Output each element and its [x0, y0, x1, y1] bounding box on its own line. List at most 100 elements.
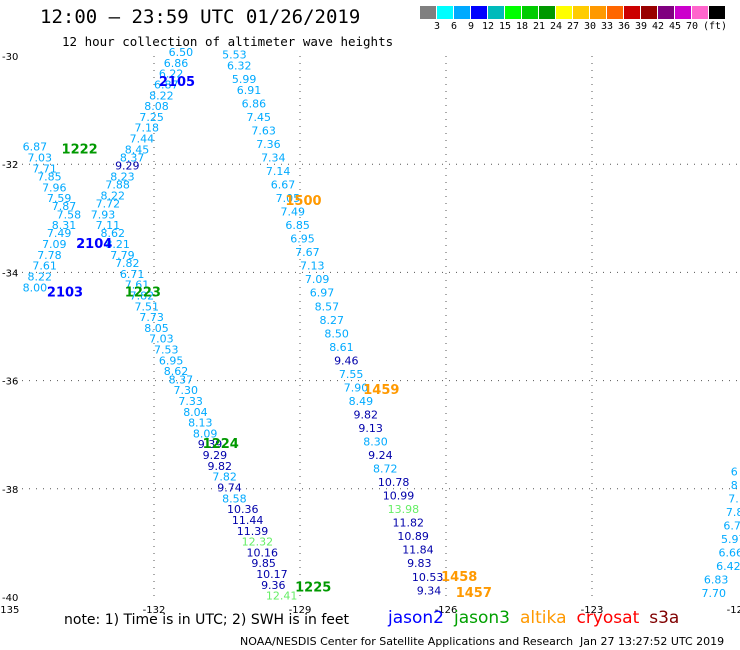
colorbar-label: 9: [467, 21, 475, 32]
wave-height-label: 7.73: [139, 311, 164, 324]
wave-height-label: 8.31: [52, 219, 77, 232]
chart-title: 12:00 – 23:59 UTC 01/26/2019: [40, 6, 361, 28]
colorbar-swatch: [420, 6, 437, 19]
pass-time-label: 1458: [441, 570, 477, 585]
wave-height-label: 10.16: [246, 546, 278, 559]
wave-height-label: 7.13: [300, 260, 325, 273]
x-tick-label: -120: [727, 605, 740, 616]
wave-height-label: 8.62: [100, 227, 125, 240]
colorbar-label: 39: [634, 21, 648, 32]
wave-height-label: 7.79: [110, 249, 135, 262]
wave-height-label: 7.82: [212, 471, 237, 484]
wave-height-label: 7.11: [96, 219, 121, 232]
wave-height-label: 9.85: [251, 557, 275, 570]
wave-height-label: 6.86: [164, 57, 189, 70]
colorbar-label: 24: [549, 21, 563, 32]
wave-height-label: 6.87: [154, 78, 179, 91]
wave-height-label: 8.50: [324, 327, 349, 340]
y-tick-label: -38: [2, 485, 18, 496]
wave-height-label: 5.97: [721, 533, 740, 546]
pass-time-label: 1500: [285, 194, 321, 209]
pass-time-label: 1225: [295, 581, 331, 596]
wave-height-label: 6.66: [719, 546, 740, 559]
wave-height-label: 9.83: [407, 557, 432, 570]
colorbar-label: 27: [566, 21, 580, 32]
wave-height-label: 6.32: [227, 60, 252, 73]
wave-height-label: 10.89: [397, 530, 429, 543]
colorbar-swatch: [590, 6, 607, 19]
wave-height-label: 7.58: [57, 208, 82, 221]
y-tick-label: -34: [2, 268, 18, 279]
wave-height-label: 10.78: [378, 476, 410, 489]
wave-height-label: 8.05: [144, 322, 169, 335]
wave-height-label: 7.90: [344, 381, 369, 394]
wave-height-label: 7.8: [726, 506, 740, 519]
wave-height-label: 7.03: [27, 151, 52, 164]
colorbar-swatch: [624, 6, 641, 19]
colorbar-label: 18: [515, 21, 529, 32]
wave-height-label: 7.03: [149, 333, 174, 346]
colorbar-swatch: [573, 6, 590, 19]
wave-height-label: 6: [731, 465, 738, 478]
colorbar-label: 45: [668, 21, 682, 32]
colorbar-swatch: [675, 6, 692, 19]
wave-height-label: 11.84: [402, 544, 434, 557]
colorbar-swatch: [437, 6, 454, 19]
wave-height-label: 7.49: [47, 227, 72, 240]
colorbar-labels: 3 6 9 12 15 18 21 24 27 30 33 36 39 42 45 70 (ft): [420, 21, 740, 35]
wave-height-label: 5.53: [222, 49, 247, 62]
wave-height-label: 12.41: [266, 590, 298, 603]
wave-height-label: 8.04: [183, 406, 208, 419]
wave-height-label: 8.62: [164, 365, 189, 378]
colorbar-label: 70: [685, 21, 699, 32]
wave-height-label: 11.82: [392, 517, 424, 530]
wave-height-label: 7.61: [32, 260, 57, 273]
legend-item-jason3: jason3: [454, 608, 510, 628]
wave-height-label: 8.45: [125, 143, 150, 156]
wave-height-label: 7.33: [178, 395, 203, 408]
wave-height-label: 7.45: [246, 111, 271, 124]
wave-height-label: 6.91: [237, 84, 262, 97]
y-tick-label: -32: [2, 160, 18, 171]
wave-height-label: 8.37: [120, 151, 145, 164]
credit-line: NOAA/NESDIS Center for Satellite Applica…: [240, 635, 574, 648]
wave-height-label: 7.61: [125, 279, 150, 292]
wave-height-label: 8.37: [169, 373, 194, 386]
wave-height-label: 8.49: [349, 395, 374, 408]
wave-height-label: 7.05: [276, 192, 301, 205]
wave-height-label: 6.87: [23, 141, 47, 154]
wave-height-label: 9.29: [203, 449, 228, 462]
wave-height-label: 8.21: [105, 238, 130, 251]
wave-height-label: 8.00: [23, 281, 47, 294]
wave-height-label: 6.7: [723, 519, 740, 532]
wave-height-label: 7.36: [256, 138, 281, 151]
wave-height-label: 8.23: [110, 170, 135, 183]
wave-height-label: 8.08: [144, 100, 169, 113]
wave-height-label: 7.71: [32, 162, 57, 175]
colorbar-swatch: [539, 6, 556, 19]
wave-height-label: 9.39: [198, 438, 223, 451]
colorbar-label: 30: [583, 21, 597, 32]
wave-height-label: 10.36: [227, 503, 259, 516]
wave-height-label: 6.22: [159, 68, 184, 81]
wave-height-label: 7.55: [339, 368, 364, 381]
wave-height-label: 8.27: [319, 314, 344, 327]
colorbar-swatch: [505, 6, 522, 19]
colorbar-label: 21: [532, 21, 546, 32]
wave-height-label: 9.36: [261, 579, 286, 592]
wave-height-label: 7.78: [37, 249, 62, 262]
pass-time-label: 1457: [456, 586, 492, 601]
wave-height-label: 7.18: [135, 122, 160, 135]
wave-height-label: 8.72: [373, 463, 398, 476]
colorbar-swatch: [556, 6, 573, 19]
wave-height-label: 8.57: [315, 300, 340, 313]
colorbar-swatch: [692, 6, 709, 19]
wave-height-label: 6.71: [120, 268, 145, 281]
wave-height-label: 7.88: [105, 179, 130, 192]
wave-height-label: 10.53: [412, 571, 444, 584]
x-tick-label: -135: [0, 605, 19, 616]
wave-height-label: 7.67: [295, 246, 320, 259]
wave-height-label: 5.99: [232, 73, 257, 86]
pass-time-label: 1222: [62, 142, 98, 157]
wave-height-label: 7.72: [96, 197, 121, 210]
